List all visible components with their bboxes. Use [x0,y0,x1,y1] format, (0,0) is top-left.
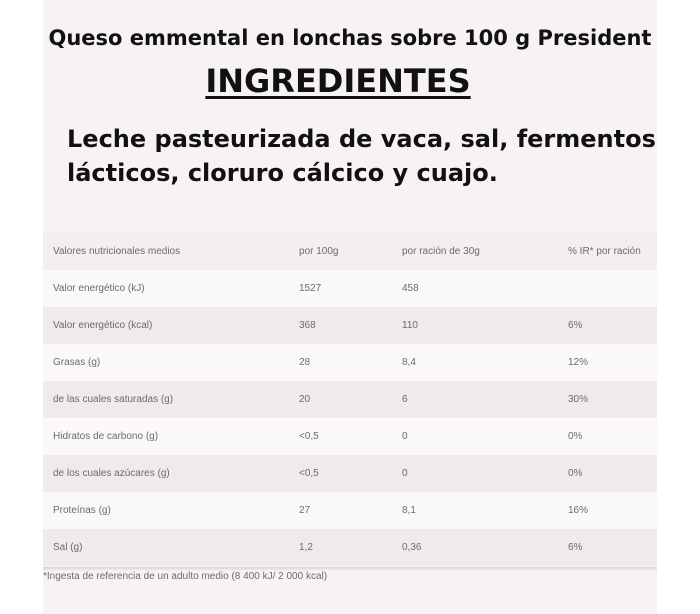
ingredients-line-2: lácticos, cloruro cálcico y cuajo. [67,159,498,187]
per-serving-value: 8,4 [402,357,416,368]
header-ri: % IR* por ración [568,246,641,257]
header-nutrient: Valores nutricionales medios [53,246,181,257]
table-header-row: Valores nutricionales medios por 100g po… [43,233,657,270]
per-100g-value: <0,5 [299,468,319,479]
ri-value: 12% [568,357,589,368]
nutrient-name: de las cuales saturadas (g) [53,394,174,405]
table-row: Hidratos de carbono (g) <0,5 0 0% [43,418,657,455]
per-serving-value: 0 [402,431,408,442]
nutrient-name: de los cuales azúcares (g) [53,468,170,479]
ri-value: 6% [568,542,583,553]
ri-value [568,270,657,307]
per-100g-value: 1,2 [299,542,313,553]
table-row: Proteínas (g) 27 8,1 16% [43,492,657,529]
ri-value: 30% [568,394,589,405]
product-title: Queso emmental en lonchas sobre 100 g Pr… [48,26,652,50]
per-100g-value: 368 [299,320,316,331]
table-row: Valor energético (kJ) 1527 458 [43,270,657,307]
content-panel [43,0,657,614]
per-serving-value: 8,1 [402,505,416,516]
ri-value: 6% [568,320,583,331]
header-per-100g: por 100g [299,246,339,257]
table-row: Grasas (g) 28 8,4 12% [43,344,657,381]
per-serving-value: 0,36 [402,542,422,553]
table-row: de los cuales azúcares (g) <0,5 0 0% [43,455,657,492]
per-serving-value: 458 [402,283,419,294]
nutrition-table: Valores nutricionales medios por 100g po… [43,233,657,566]
ingredients-line-1: Leche pasteurizada de vaca, sal, ferment… [67,125,656,153]
header-per-serving: por ración de 30g [402,246,480,257]
per-serving-value: 0 [402,468,408,479]
per-serving-value: 110 [402,320,418,331]
nutrient-name: Hidratos de carbono (g) [53,431,159,442]
per-serving-value: 6 [402,394,408,405]
nutrient-name: Valor energético (kcal) [53,320,153,331]
nutrient-name: Grasas (g) [53,357,101,368]
table-row: Sal (g) 1,2 0,36 6% [43,529,657,566]
nutrient-name: Valor energético (kJ) [53,283,145,294]
per-100g-value: 27 [299,505,311,516]
per-100g-value: 1527 [299,283,322,294]
table-row: Valor energético (kcal) 368 110 6% [43,307,657,344]
ingredients-text: Leche pasteurizada de vaca, sal, ferment… [67,122,667,190]
ri-value: 0% [568,468,583,479]
per-100g-value: 20 [299,394,311,405]
nutrient-name: Sal (g) [53,542,83,553]
per-100g-value: 28 [299,357,311,368]
nutrient-name: Proteínas (g) [53,505,111,516]
ri-value: 0% [568,431,583,442]
footnote: *Ingesta de referencia de un adulto medi… [43,571,328,582]
ri-value: 16% [568,505,589,516]
table-row: de las cuales saturadas (g) 20 6 30% [43,381,657,418]
per-100g-value: <0,5 [299,431,319,442]
table-bottom-shadow [43,567,657,571]
ingredients-heading: INGREDIENTES [205,62,471,100]
